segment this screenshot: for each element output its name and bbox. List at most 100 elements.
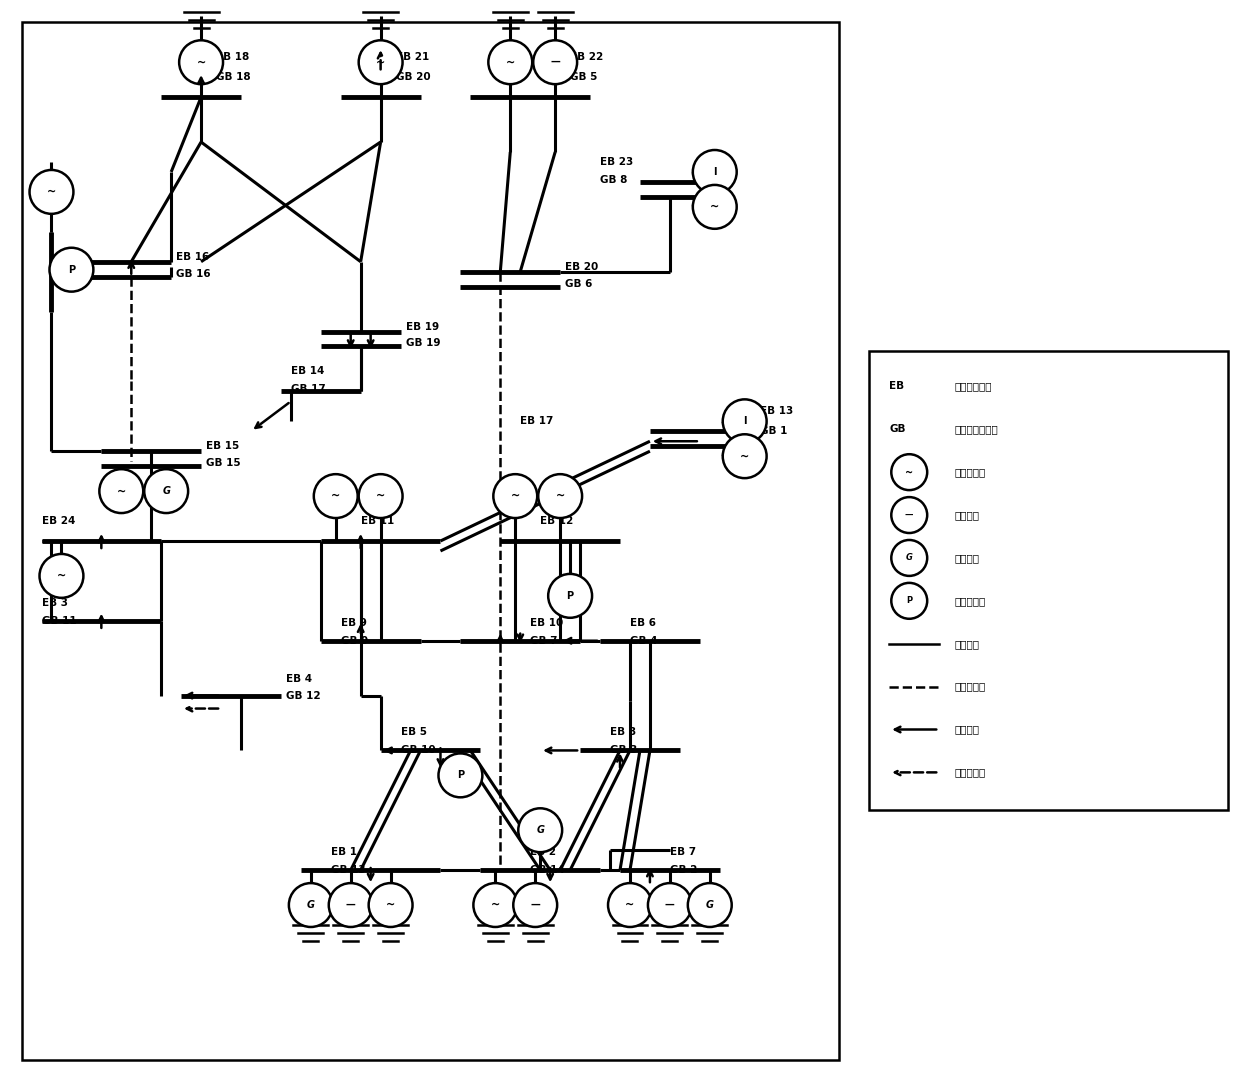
Circle shape [892,540,928,576]
Text: EB 13: EB 13 [760,406,792,417]
Text: ~: ~ [556,492,564,501]
Text: ~: ~ [625,900,635,910]
Text: 电力线路: 电力线路 [954,638,980,649]
Circle shape [494,474,537,518]
Bar [21,22,839,1059]
Circle shape [693,150,737,194]
Circle shape [50,247,93,291]
Text: G: G [162,486,170,496]
Text: —: — [531,900,541,910]
Text: P: P [456,770,464,781]
Text: P: P [906,597,913,605]
Text: EB 17: EB 17 [521,417,553,426]
Circle shape [289,884,332,927]
Text: ~: ~ [740,451,749,462]
Circle shape [439,753,482,797]
Text: 非燃气机组: 非燃气机组 [954,467,986,478]
Circle shape [723,434,766,478]
Text: ~: ~ [376,57,386,67]
Text: G: G [905,554,913,562]
Text: ~: ~ [711,201,719,212]
Text: EB 4: EB 4 [286,674,312,683]
Text: GB 2: GB 2 [670,865,697,875]
Text: GB 4: GB 4 [630,636,657,646]
Text: I: I [743,417,746,426]
Text: EB 9: EB 9 [341,618,367,628]
Text: P: P [567,591,574,601]
Text: GB 3: GB 3 [610,745,637,755]
Text: P: P [68,265,74,274]
Text: G: G [706,900,714,910]
Text: ~: ~ [47,187,56,197]
Text: ~: ~ [331,492,340,501]
Text: EB 5: EB 5 [401,727,427,738]
Circle shape [30,170,73,214]
Text: —: — [346,900,356,910]
Text: 广义电力节点: 广义电力节点 [954,381,992,391]
Circle shape [693,185,737,229]
Text: ~: ~ [386,900,396,910]
Circle shape [179,41,223,85]
Text: GB 20: GB 20 [396,72,430,82]
Text: GB 13: GB 13 [331,865,366,875]
Text: ~: ~ [57,571,66,580]
Circle shape [513,884,557,927]
Text: 天然气管道: 天然气管道 [954,681,986,692]
Text: GB 11: GB 11 [41,616,76,625]
Text: GB 6: GB 6 [565,278,593,289]
Text: EB 7: EB 7 [670,847,696,857]
Text: ~: ~ [511,492,520,501]
Circle shape [892,454,928,491]
Text: GB 16: GB 16 [176,269,211,278]
Text: 广义天然气节点: 广义天然气节点 [954,424,998,434]
Text: —: — [665,900,675,910]
Text: ~: ~ [117,486,126,496]
Text: GB 15: GB 15 [206,458,241,468]
Circle shape [489,41,532,85]
Text: GB: GB [889,424,905,434]
Text: GB 18: GB 18 [216,72,250,82]
Text: EB 14: EB 14 [291,366,324,376]
Text: ~: ~ [905,467,914,478]
Text: EB 6: EB 6 [630,618,656,628]
Text: 燃气机组: 燃气机组 [954,553,980,563]
Text: —: — [905,511,914,519]
Text: GB 1: GB 1 [760,426,787,436]
Text: EB 22: EB 22 [570,52,604,62]
Circle shape [548,574,591,618]
Text: GB 9: GB 9 [341,636,368,646]
Text: EB 3: EB 3 [41,598,67,608]
Text: GB 14: GB 14 [531,865,565,875]
Text: GB 12: GB 12 [286,691,320,700]
Text: G: G [536,826,544,835]
Text: GB 10: GB 10 [401,745,435,755]
Circle shape [474,884,517,927]
Text: EB 24: EB 24 [41,516,74,526]
Text: EB 12: EB 12 [541,516,573,526]
Circle shape [314,474,357,518]
Text: —: — [551,57,560,67]
Text: EB 20: EB 20 [565,261,599,272]
Circle shape [538,474,582,518]
Circle shape [40,554,83,598]
Text: EB 2: EB 2 [531,847,557,857]
Circle shape [723,399,766,443]
Text: EB 23: EB 23 [600,157,634,167]
Text: 天然气源: 天然气源 [954,510,980,521]
Text: ~: ~ [506,57,515,67]
Text: ~: ~ [196,57,206,67]
Text: EB 8: EB 8 [610,727,636,738]
Circle shape [329,884,373,927]
Circle shape [518,809,562,853]
Circle shape [892,583,928,619]
Bar [869,351,1229,811]
Circle shape [144,469,188,513]
Circle shape [99,469,144,513]
Text: GB 8: GB 8 [600,175,627,185]
Text: 电力负荷: 电力负荷 [954,724,980,735]
Circle shape [649,884,692,927]
Text: EB 10: EB 10 [531,618,563,628]
Text: EB 16: EB 16 [176,252,210,261]
Circle shape [358,474,403,518]
Text: ~: ~ [376,492,386,501]
